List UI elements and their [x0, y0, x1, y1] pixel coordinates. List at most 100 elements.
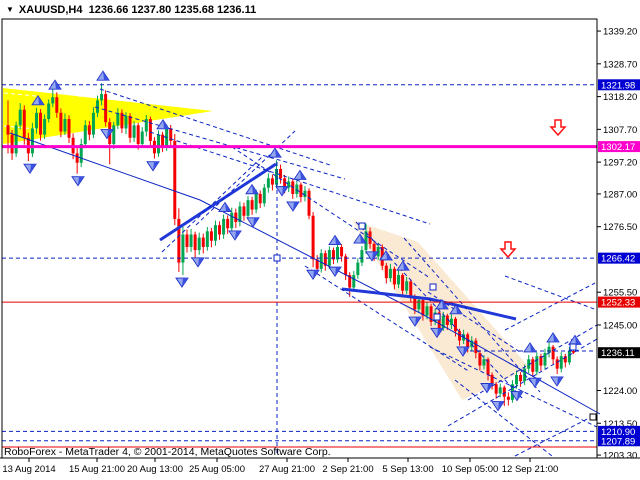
- thick-trend-line[interactable]: [341, 287, 517, 321]
- time-axis-label: 10 Sep 05:00: [442, 464, 499, 475]
- fractal-up-icon: [48, 79, 62, 90]
- candle: [474, 340, 478, 354]
- dashed-channel-line[interactable]: [504, 275, 598, 311]
- fractal-down-icon: [456, 346, 470, 357]
- object-handle[interactable]: [429, 283, 437, 291]
- candle: [55, 97, 59, 113]
- candle: [218, 225, 222, 235]
- dashed-channel-line[interactable]: [427, 291, 521, 353]
- candle: [34, 112, 38, 129]
- candle: [104, 94, 108, 123]
- fractal-up-icon: [31, 95, 45, 106]
- candle: [128, 115, 132, 138]
- dashed-channel-line[interactable]: [161, 156, 263, 253]
- object-handle[interactable]: [358, 222, 366, 230]
- fractal-down-icon: [528, 377, 542, 389]
- dashed-channel-line[interactable]: [447, 338, 598, 427]
- candle: [551, 346, 555, 360]
- dashed-channel-line[interactable]: [231, 146, 431, 279]
- dashed-channel-line[interactable]: [504, 282, 596, 331]
- candle: [43, 119, 47, 135]
- candle: [213, 225, 217, 241]
- hidden-line-gap: [77, 95, 101, 99]
- price-badge-text: 1302.17: [601, 142, 635, 153]
- candle: [87, 125, 91, 135]
- price-badge-text: 1252.33: [601, 298, 635, 309]
- fractal-up-icon: [156, 119, 170, 130]
- time-axis-label: 13 Aug 2014: [2, 464, 55, 475]
- dashed-channel-line[interactable]: [429, 346, 598, 428]
- price-axis-label: 1255.50: [603, 288, 637, 299]
- object-handle[interactable]: [589, 413, 597, 421]
- symbol-dropdown-triangle-icon: ▼: [6, 5, 14, 14]
- price-level-badge-1210.90: 1210.90: [598, 425, 640, 438]
- candle: [100, 94, 104, 101]
- candle: [482, 359, 486, 366]
- price-axis-label: 1287.00: [603, 189, 637, 200]
- thick-trend-line[interactable]: [159, 162, 277, 242]
- candle: [67, 119, 71, 138]
- candle: [567, 350, 571, 363]
- candle: [6, 125, 10, 135]
- candle: [124, 115, 128, 129]
- fractal-down-icon: [275, 186, 289, 197]
- object-handle[interactable]: [273, 254, 281, 262]
- dashed-channel-line[interactable]: [355, 221, 523, 399]
- candle: [112, 125, 116, 145]
- chart-title: ▼ XAUUSD,H4 1236.66 1237.80 1235.68 1236…: [6, 4, 256, 16]
- price-axis-label: 1203.30: [603, 451, 637, 462]
- candle: [368, 231, 372, 244]
- drawn-shapes-layer[interactable]: [3, 88, 530, 400]
- candle: [360, 250, 364, 263]
- candle: [571, 350, 575, 353]
- time-axis-label: 2 Sep 21:00: [322, 464, 373, 475]
- candle: [392, 268, 396, 285]
- time-axis-label: 27 Aug 21:00: [259, 464, 315, 475]
- candle: [120, 112, 124, 129]
- object-handle[interactable]: [433, 313, 441, 321]
- candle: [486, 359, 490, 375]
- candle: [555, 359, 559, 369]
- candle: [388, 268, 392, 279]
- candle: [547, 346, 551, 354]
- price-badge-text: 1236.11: [601, 348, 635, 359]
- candle: [283, 178, 287, 188]
- fractal-up-icon: [218, 201, 232, 212]
- candle: [478, 353, 482, 366]
- candle: [238, 206, 242, 223]
- price-level-badge-1302.17: 1302.17: [598, 141, 640, 153]
- candle: [47, 103, 51, 120]
- candle: [181, 234, 185, 263]
- candle: [535, 356, 539, 372]
- fractal-up-icon: [293, 169, 307, 180]
- time-axis[interactable]: 13 Aug 2014 15 Aug 21:00 20 Aug 13:00 25 Au…: [2, 458, 558, 475]
- fractal-up-icon: [396, 260, 410, 271]
- dashed-channel-line[interactable]: [94, 106, 346, 180]
- dashed-channel-line[interactable]: [514, 413, 598, 457]
- fractal-down-icon: [306, 269, 320, 281]
- candle: [319, 253, 323, 269]
- candle: [262, 187, 266, 204]
- fractal-down-icon: [491, 401, 505, 412]
- downtrend-line[interactable]: [9, 132, 601, 415]
- candle: [494, 384, 498, 394]
- red-down-arrow-icon: [549, 119, 567, 137]
- price-axis-label: 1224.00: [603, 386, 637, 397]
- candle: [348, 275, 352, 288]
- candle: [266, 178, 270, 188]
- dashed-channel-line[interactable]: [304, 265, 471, 373]
- trendlines-layer[interactable]: [9, 88, 601, 457]
- candle: [136, 125, 140, 145]
- price-axis[interactable]: 1339.20 1328.70 1318.20 1307.70 1297.20 1287.…: [597, 27, 640, 462]
- dashed-channel-line[interactable]: [403, 237, 541, 393]
- candle: [116, 112, 120, 126]
- candle: [498, 387, 502, 394]
- object-handle[interactable]: [569, 343, 577, 351]
- candle: [132, 125, 136, 138]
- level-lines-layer[interactable]: [2, 84, 597, 448]
- time-axis-label: 12 Sep 21:00: [502, 464, 559, 475]
- price-badge-text: 1210.90: [601, 427, 635, 438]
- dashed-channel-line[interactable]: [99, 88, 331, 166]
